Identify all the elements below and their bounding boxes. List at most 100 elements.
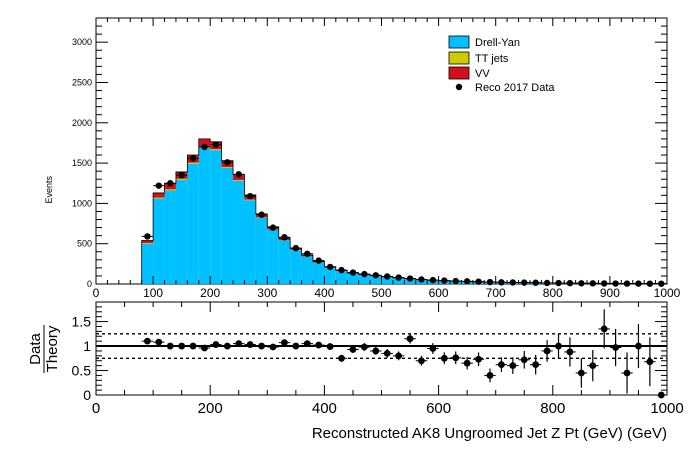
data-point: [246, 192, 254, 200]
bar-tt-jets: [164, 189, 176, 191]
data-point: [304, 250, 311, 257]
bar-drell-yan: [210, 150, 222, 284]
legend-label-drell-yan: Drell-Yan: [475, 37, 520, 49]
ratio-point: [612, 344, 620, 351]
ratio-point: [555, 342, 562, 350]
data-point: [429, 276, 437, 284]
ratio-y-tick-label: 0.5: [72, 363, 92, 379]
y-tick-label: 3000: [72, 37, 92, 47]
ratio-point: [235, 340, 243, 348]
y-tick-label: 1500: [72, 158, 92, 168]
ratio-x-tick-label: 400: [312, 400, 337, 417]
data-point: [406, 275, 414, 282]
ratio-y-label-numerator: Data: [27, 333, 44, 365]
bar-vv: [153, 192, 165, 198]
data-point: [144, 233, 151, 240]
ratio-point: [440, 354, 448, 362]
bar-drell-yan: [358, 274, 371, 284]
x-tick-label: 300: [257, 286, 277, 300]
bar-drell-yan: [141, 243, 154, 284]
ratio-point: [338, 354, 345, 362]
bar-drell-yan: [198, 147, 211, 284]
y-tick-label: 2500: [72, 77, 92, 87]
x-tick-label: 700: [486, 286, 506, 300]
ratio-x-tick-label: 0: [92, 400, 100, 417]
ratio-point: [566, 348, 574, 356]
data-point: [463, 278, 471, 285]
main-panel: Events 0 500 1000 1500 2000 2500 3000 0 100 200 3…: [44, 17, 681, 300]
data-point: [315, 257, 322, 264]
ratio-point: [577, 369, 585, 377]
ratio-y-tick-label: 1.5: [72, 314, 92, 330]
data-point: [486, 278, 494, 286]
ratio-point: [498, 361, 505, 369]
bar-drell-yan: [221, 167, 234, 284]
bar-drell-yan: [187, 163, 199, 284]
ratio-point: [395, 352, 403, 360]
data-point: [418, 276, 425, 283]
data-point: [612, 280, 619, 287]
bar-drell-yan: [370, 276, 382, 284]
bar-vv: [141, 240, 154, 244]
bar-tt-jets: [141, 243, 154, 244]
x-tick-label: 900: [600, 286, 620, 300]
bar-drell-yan: [244, 200, 256, 284]
ratio-x-axis-ticks: 0 200 400 600 800 1000: [92, 302, 684, 417]
ratio-point: [189, 342, 197, 350]
bar-drell-yan: [312, 262, 325, 284]
data-point: [372, 272, 379, 279]
bar-drell-yan: [255, 217, 268, 284]
bar-drell-yan: [335, 271, 348, 284]
y-tick-label: 1000: [72, 198, 92, 208]
ratio-point: [429, 345, 437, 352]
ratio-point: [143, 337, 151, 345]
x-tick-label: 1000: [654, 286, 681, 300]
bar-drell-yan: [381, 277, 393, 284]
legend-label-tt-jets: TT jets: [475, 53, 509, 65]
ratio-point: [349, 346, 357, 353]
ratio-point: [646, 358, 654, 366]
ratio-point: [623, 369, 631, 377]
data-point: [498, 279, 505, 286]
data-point: [543, 279, 551, 287]
ratio-point: [600, 325, 608, 333]
legend: Drell-Yan TT jets VV Reco 2017 Data: [448, 35, 555, 94]
ratio-x-tick-label: 200: [198, 400, 223, 417]
ratio-point: [201, 344, 208, 352]
data-point: [600, 280, 608, 287]
ratio-point: [315, 341, 323, 349]
ratio-x-tick-label: 600: [426, 400, 451, 417]
data-point: [475, 278, 482, 285]
bar-tt-jets: [153, 197, 165, 199]
x-tick-label: 0: [93, 286, 100, 300]
legend-label-vv: VV: [475, 68, 490, 80]
data-point: [201, 143, 208, 151]
ratio-y-label: Data Theory: [27, 325, 61, 373]
data-point: [235, 171, 242, 178]
legend-marker-data: [455, 83, 463, 91]
data-point: [578, 280, 585, 287]
data-point: [326, 263, 334, 271]
data-point: [509, 279, 517, 286]
ratio-point: [509, 362, 517, 370]
bar-tt-jets: [175, 178, 188, 181]
data-point: [623, 280, 631, 287]
ratio-point: [520, 356, 528, 364]
bar-tt-jets: [210, 149, 222, 151]
x-tick-label: 500: [371, 286, 391, 300]
data-point: [269, 224, 277, 231]
x-axis-label: Reconstructed AK8 Ungroomed Jet Z Pt (Ge…: [312, 425, 667, 442]
x-tick-label: 800: [543, 286, 563, 300]
bar-drell-yan: [153, 198, 165, 284]
ratio-point: [463, 359, 471, 367]
ratio-point: [246, 341, 254, 348]
x-tick-label: 600: [429, 286, 449, 300]
data-point: [338, 266, 345, 274]
bar-vv: [198, 138, 211, 147]
ratio-point: [303, 340, 311, 348]
ratio-point: [360, 343, 368, 351]
data-point: [224, 159, 231, 166]
x-axis-ticks: 0 100 200 300 400 500 600 700 800 900 1000: [93, 18, 681, 300]
y-tick-label: 500: [77, 239, 92, 249]
